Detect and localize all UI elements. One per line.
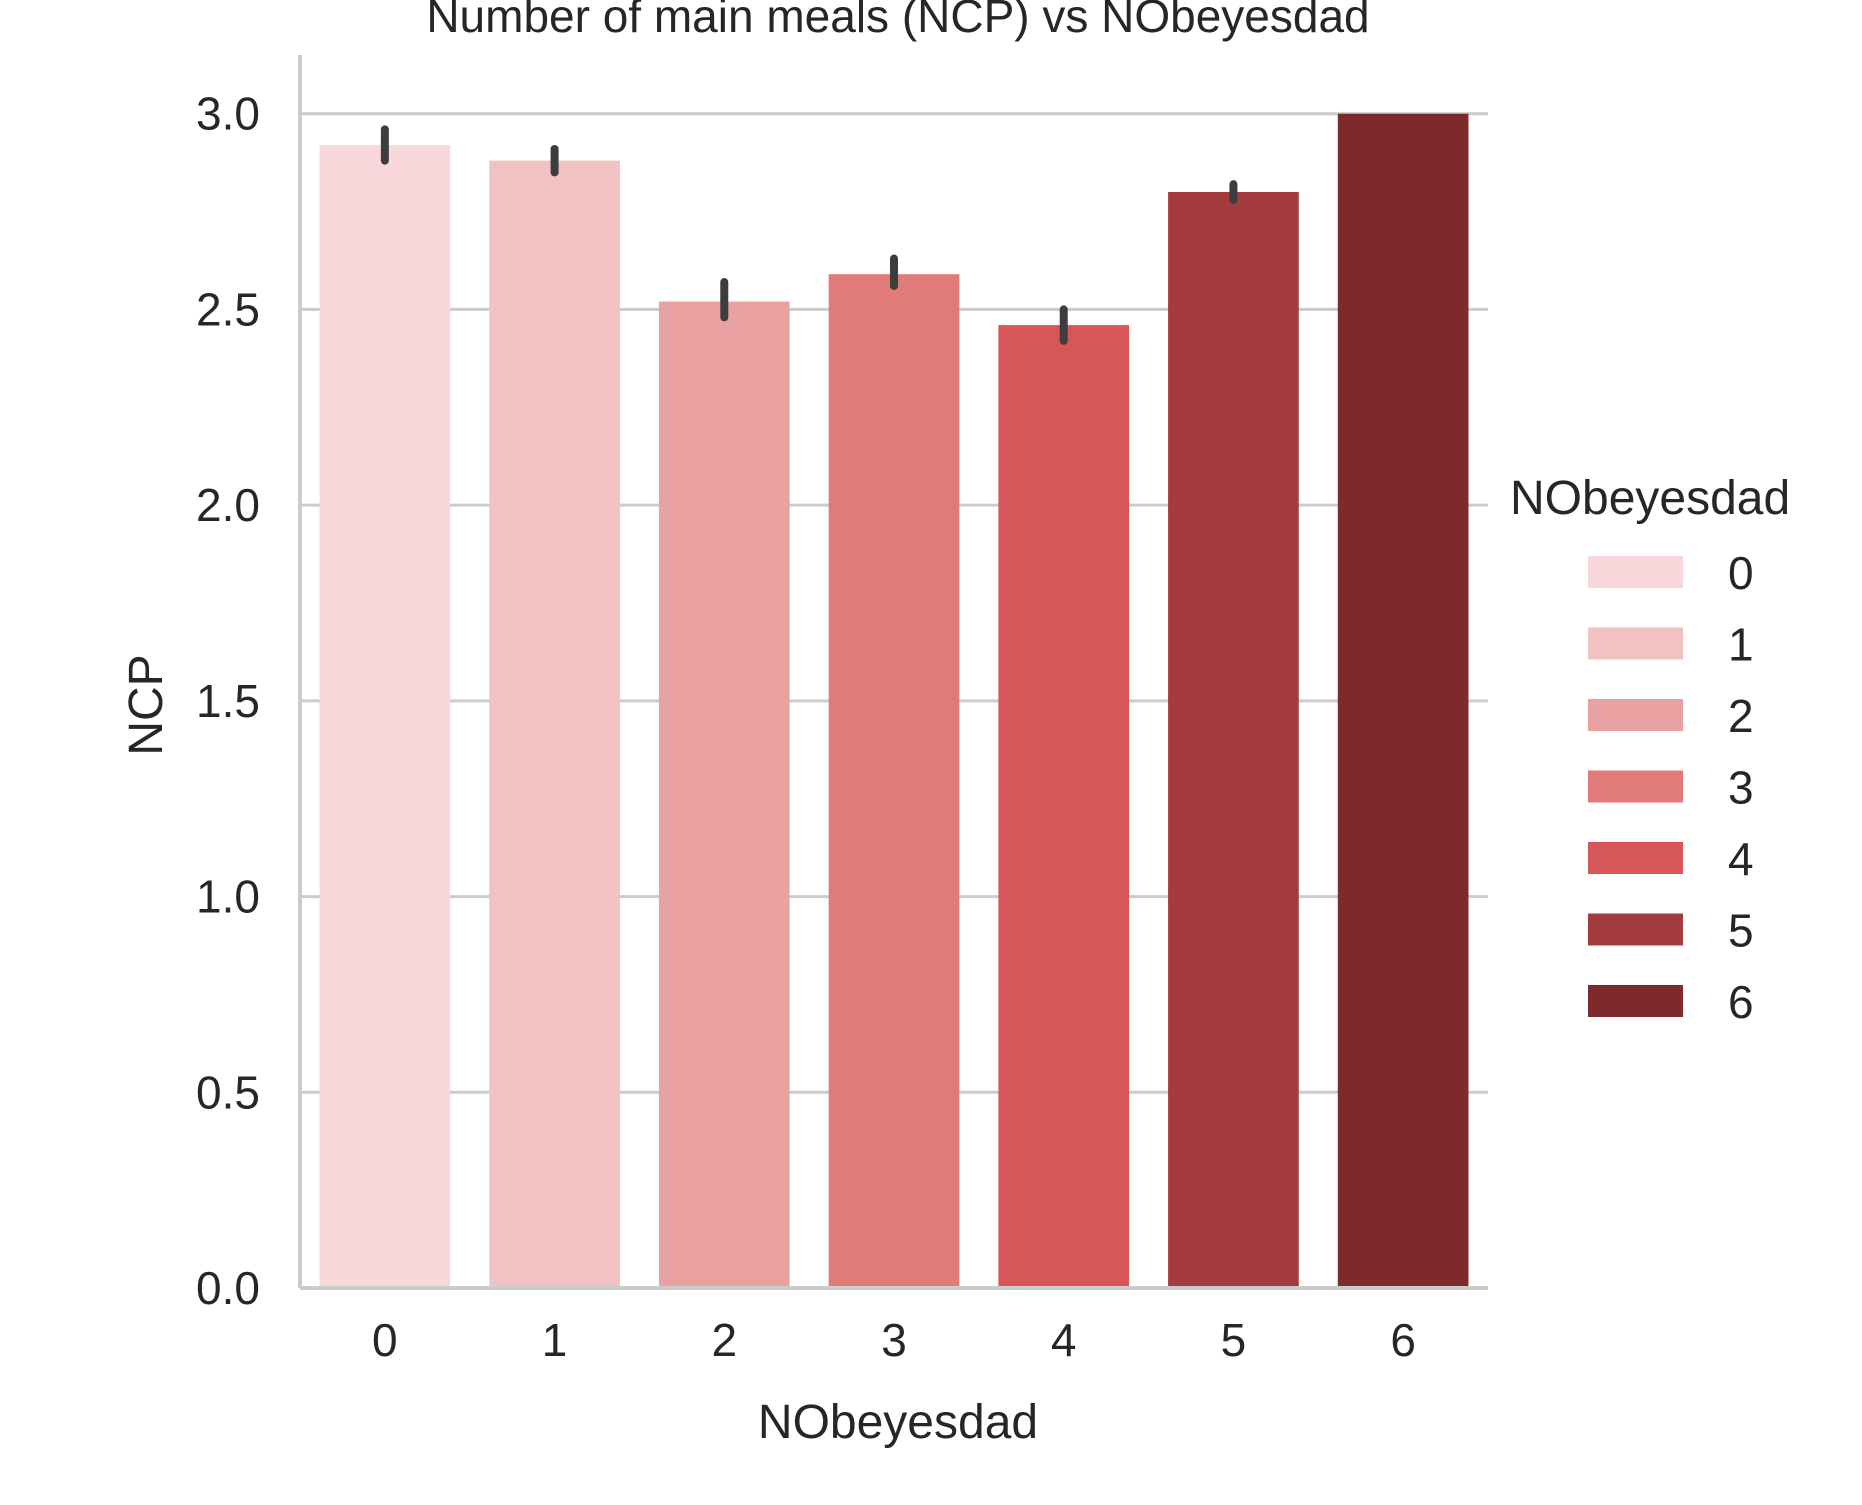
x-tick-label: 5 <box>1221 1314 1247 1366</box>
legend-swatch-0 <box>1588 556 1683 588</box>
error-bars <box>380 125 1238 345</box>
legend-swatch-4 <box>1588 842 1683 874</box>
y-tick-label: 1.0 <box>196 871 260 923</box>
legend-label-3: 3 <box>1728 762 1754 814</box>
legend-swatch-1 <box>1588 627 1683 660</box>
bar-6 <box>1337 113 1469 1289</box>
legend: NObeyesdad 0 1 2 3 4 5 6 <box>1510 472 1790 1028</box>
y-tick-label: 0.5 <box>196 1066 260 1118</box>
bars <box>319 113 1469 1289</box>
x-tick-labels: 0 1 2 3 4 5 6 <box>372 1314 1416 1366</box>
y-tick-label: 0.0 <box>196 1262 260 1314</box>
legend-label-6: 6 <box>1728 976 1754 1028</box>
legend-swatch-6 <box>1588 985 1683 1017</box>
axes <box>298 55 1488 1290</box>
legend-label-2: 2 <box>1728 690 1754 742</box>
y-tick-label: 1.5 <box>196 675 260 727</box>
x-tick-label: 4 <box>1051 1314 1077 1366</box>
legend-title: NObeyesdad <box>1510 472 1790 525</box>
bar-2 <box>658 301 790 1289</box>
chart-title: Number of main meals (NCP) vs NObeyesdad <box>426 0 1369 42</box>
legend-label-4: 4 <box>1728 833 1754 885</box>
bar-0 <box>319 145 451 1288</box>
bar-3 <box>828 274 960 1288</box>
bar-1 <box>489 160 620 1289</box>
y-tick-label: 2.0 <box>196 479 260 531</box>
y-axis-label: NCP <box>120 654 173 755</box>
y-tick-label: 2.5 <box>196 283 260 335</box>
legend-swatch-2 <box>1588 699 1683 731</box>
bar-4 <box>998 325 1130 1289</box>
legend-label-1: 1 <box>1728 619 1754 671</box>
legend-items: 0 1 2 3 4 5 6 <box>1588 547 1754 1028</box>
legend-swatch-5 <box>1588 913 1683 946</box>
x-axis-label: NObeyesdad <box>758 1396 1038 1449</box>
x-tick-label: 6 <box>1390 1314 1416 1366</box>
x-tick-label: 0 <box>372 1314 398 1366</box>
legend-label-5: 5 <box>1728 905 1754 957</box>
x-tick-label: 1 <box>542 1314 568 1366</box>
bar-5 <box>1168 192 1299 1288</box>
y-tick-label: 3.0 <box>196 88 260 140</box>
legend-swatch-3 <box>1588 770 1683 803</box>
x-tick-label: 2 <box>711 1314 737 1366</box>
x-tick-label: 3 <box>881 1314 907 1366</box>
y-tick-labels: 0.0 0.5 1.0 1.5 2.0 2.5 3.0 <box>196 88 260 1314</box>
legend-label-0: 0 <box>1728 547 1754 599</box>
